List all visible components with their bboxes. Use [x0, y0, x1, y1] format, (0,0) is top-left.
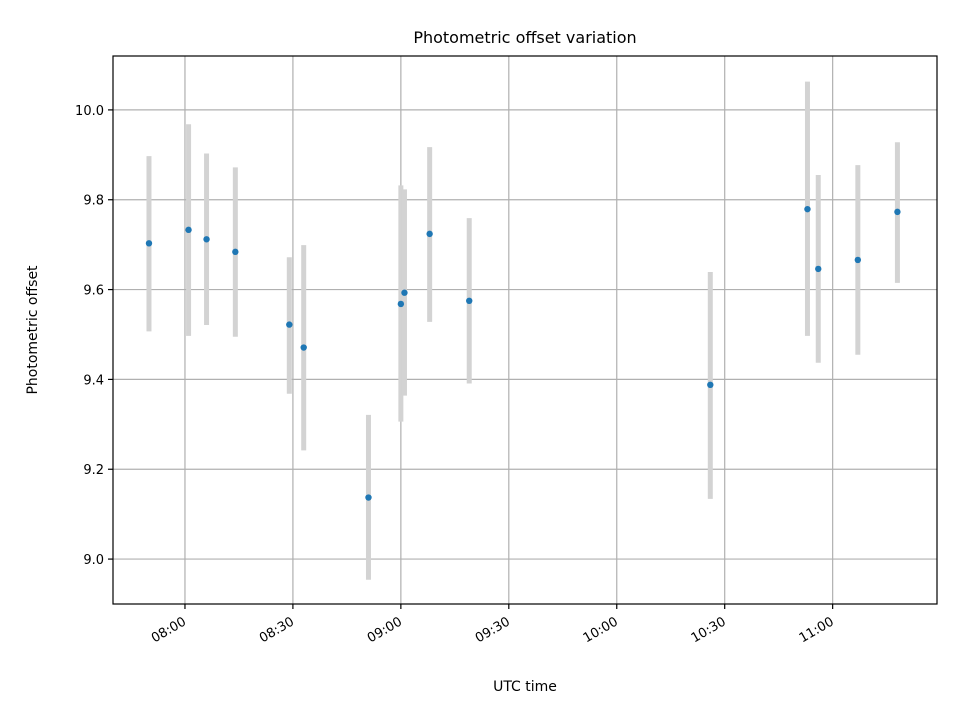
data-point: [401, 289, 408, 296]
data-point: [232, 248, 239, 256]
y-tick-label: 9.0: [83, 553, 104, 568]
data-point: [365, 494, 372, 501]
data-point: [286, 321, 293, 328]
data-point: [894, 208, 901, 216]
plot-frame: [112, 55, 938, 605]
data-point: [145, 240, 153, 247]
y-tick-label: 9.4: [83, 373, 104, 388]
y-axis-label: Photometric offset: [25, 265, 41, 395]
data-point: [707, 381, 714, 388]
data-point: [854, 256, 862, 264]
y-tick-label: 9.2: [83, 463, 104, 478]
data-point: [804, 205, 811, 213]
x-axis-label: UTC time: [493, 679, 557, 695]
data-point: [300, 344, 307, 351]
chart-title: Photometric offset variation: [413, 28, 636, 47]
data-point: [185, 226, 192, 234]
y-tick-label: 10.0: [75, 104, 104, 119]
y-tick-label: 9.8: [83, 194, 104, 209]
y-tick-label: 9.6: [83, 284, 104, 299]
data-points: [145, 205, 901, 501]
data-point: [397, 300, 405, 308]
data-point: [815, 265, 822, 273]
data-point: [203, 236, 210, 243]
y-axis-ticks: 9.0 9.2 9.4 9.6 9.8 10.0: [75, 104, 113, 568]
data-point: [466, 297, 473, 305]
data-point: [426, 230, 433, 238]
